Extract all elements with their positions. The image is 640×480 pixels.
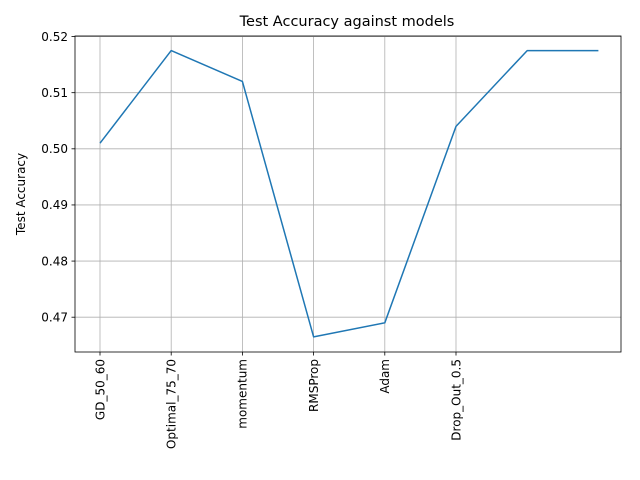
y-tick-label: 0.51 <box>41 86 68 100</box>
x-tick-label: GD_50_60 <box>93 359 107 420</box>
y-axis-label: Test Accuracy <box>14 153 28 236</box>
y-axis-ticks: 0.47 0.48 0.49 0.50 0.51 0.52 <box>41 30 75 325</box>
y-tick-label: 0.52 <box>41 30 68 44</box>
x-tick-label: Drop_Out_0.5 <box>449 359 463 441</box>
series-line <box>99 49 599 338</box>
x-tick-label: RMSProp <box>307 359 321 412</box>
grid <box>75 36 621 352</box>
x-axis-ticks: GD_50_60 Optimal_75_70 momentum RMSProp Adam… <box>93 352 463 449</box>
y-tick-label: 0.50 <box>41 142 68 156</box>
y-tick-label: 0.47 <box>41 311 68 325</box>
y-tick-label: 0.48 <box>41 254 68 268</box>
chart-title: Test Accuracy against models <box>239 14 455 30</box>
y-tick-label: 0.49 <box>41 198 68 212</box>
plot-frame <box>74 35 622 353</box>
x-tick-label: momentum <box>236 359 250 429</box>
series-layer <box>99 49 599 338</box>
x-tick-label: Optimal_75_70 <box>165 359 179 449</box>
x-tick-label: Adam <box>378 359 392 394</box>
